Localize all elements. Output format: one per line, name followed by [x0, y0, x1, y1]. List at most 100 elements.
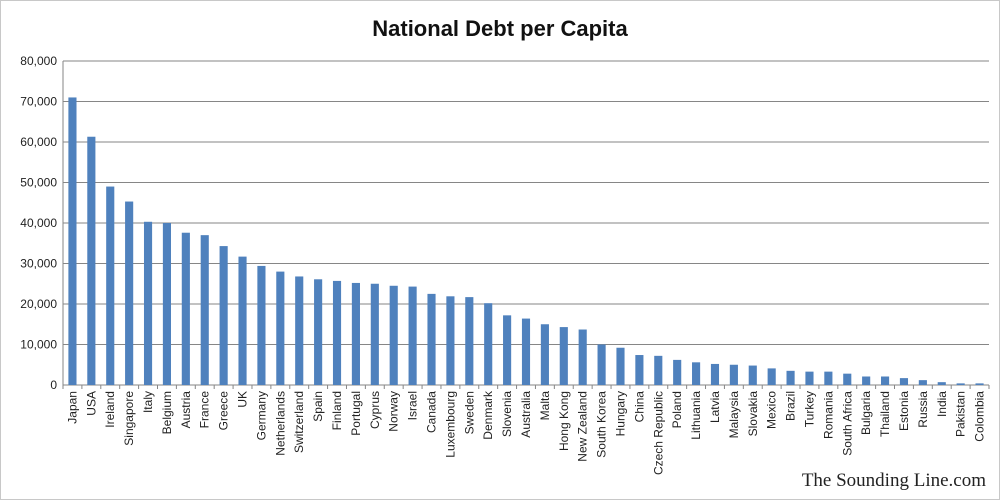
- x-tick-label: Malaysia: [727, 391, 741, 439]
- bar: [843, 373, 852, 385]
- x-tick-label: Latvia: [708, 391, 722, 423]
- x-tick-label: Bulgaria: [859, 391, 873, 435]
- x-tick-label: Thailand: [878, 391, 892, 437]
- bar: [559, 327, 568, 385]
- bar: [106, 186, 115, 385]
- bar: [729, 364, 738, 385]
- bar: [748, 365, 757, 385]
- bar: [710, 363, 720, 385]
- x-tick-label: Denmark: [481, 390, 495, 440]
- bar: [824, 371, 833, 385]
- x-tick-label: Colombia: [973, 391, 987, 442]
- chart-title: National Debt per Capita: [372, 16, 628, 41]
- bar: [446, 296, 455, 385]
- bar: [805, 371, 814, 385]
- bar: [143, 221, 153, 385]
- bar: [767, 368, 776, 385]
- x-tick-label: Singapore: [122, 391, 136, 446]
- x-tick-label: Spain: [311, 391, 325, 422]
- x-tick-label: Slovakia: [746, 391, 760, 437]
- bar: [314, 279, 323, 385]
- x-tick-label: South Africa: [840, 391, 854, 456]
- y-tick-label: 70,000: [20, 95, 57, 109]
- bar: [200, 235, 209, 385]
- x-tick-label: France: [198, 391, 212, 429]
- bar: [521, 318, 531, 385]
- bar: [257, 265, 266, 385]
- x-tick-label: Switzerland: [292, 391, 306, 453]
- bar: [238, 256, 247, 385]
- bar: [219, 246, 228, 385]
- x-tick-label: Hong Kong: [557, 391, 571, 451]
- x-tick-label: Mexico: [765, 391, 779, 429]
- bar: [654, 355, 663, 385]
- bar: [408, 286, 417, 385]
- x-tick-label: Romania: [821, 391, 835, 439]
- x-tick-label: Pakistan: [954, 391, 968, 437]
- x-tick-label: USA: [84, 391, 98, 416]
- x-tick-label: Canada: [425, 391, 439, 433]
- x-tick-label: South Korea: [595, 391, 609, 458]
- x-tick-label: Israel: [406, 391, 420, 420]
- x-tick-label: Estonia: [897, 391, 911, 431]
- x-tick-label: Luxembourg: [443, 391, 457, 458]
- bar: [880, 376, 890, 385]
- x-tick-label: India: [935, 391, 949, 417]
- x-tick-label: Cyprus: [368, 391, 382, 429]
- bar: [540, 324, 549, 385]
- x-tick-label: Greece: [217, 391, 231, 431]
- bar: [578, 329, 587, 385]
- bar: [899, 378, 909, 385]
- x-tick-label: Belgium: [160, 391, 174, 434]
- bar: [125, 201, 134, 385]
- bar: [68, 97, 77, 385]
- bar: [956, 383, 965, 385]
- bar: [862, 376, 871, 385]
- bar: [597, 344, 606, 385]
- bar: [918, 380, 927, 385]
- y-tick-label: 30,000: [20, 257, 57, 271]
- bar: [673, 359, 682, 385]
- x-tick-label: Poland: [670, 391, 684, 428]
- bar: [87, 136, 96, 385]
- bar: [351, 282, 360, 385]
- bar: [162, 223, 172, 385]
- bar: [181, 232, 190, 385]
- x-tick-label: Austria: [179, 391, 193, 429]
- bar: [276, 271, 285, 385]
- bar: [937, 382, 946, 385]
- bar: [692, 362, 701, 385]
- bar: [465, 297, 474, 385]
- bar: [975, 383, 984, 385]
- bar: [389, 285, 398, 385]
- y-tick-label: 60,000: [20, 135, 57, 149]
- y-tick-label: 80,000: [20, 54, 57, 68]
- x-tick-label: Finland: [330, 391, 344, 430]
- bar: [635, 355, 644, 385]
- bar: [616, 347, 625, 385]
- x-tick-label: Sweden: [462, 391, 476, 434]
- bar: [484, 303, 493, 385]
- bar: [295, 276, 304, 385]
- watermark-text: The Sounding Line.com: [801, 470, 986, 491]
- x-tick-label: Turkey: [802, 391, 816, 427]
- y-tick-label: 40,000: [20, 216, 57, 230]
- y-tick-label: 10,000: [20, 338, 57, 352]
- bar: [427, 293, 436, 385]
- x-tick-label: Slovenia: [500, 391, 514, 437]
- x-tick-label: UK: [236, 391, 250, 408]
- x-tick-label: Norway: [387, 391, 401, 432]
- x-tick-label: Russia: [916, 391, 930, 428]
- y-tick-label: 0: [50, 378, 57, 392]
- bar: [332, 280, 342, 385]
- x-tick-label: Japan: [65, 391, 79, 424]
- x-tick-label: Australia: [519, 391, 533, 438]
- x-tick-label: Lithuania: [689, 391, 703, 440]
- x-tick-label: Hungary: [613, 391, 627, 436]
- x-tick-label: Italy: [141, 391, 155, 413]
- x-tick-label: Netherlands: [273, 391, 287, 456]
- bar: [370, 283, 379, 385]
- x-tick-label: Malta: [538, 391, 552, 421]
- bar: [503, 315, 512, 385]
